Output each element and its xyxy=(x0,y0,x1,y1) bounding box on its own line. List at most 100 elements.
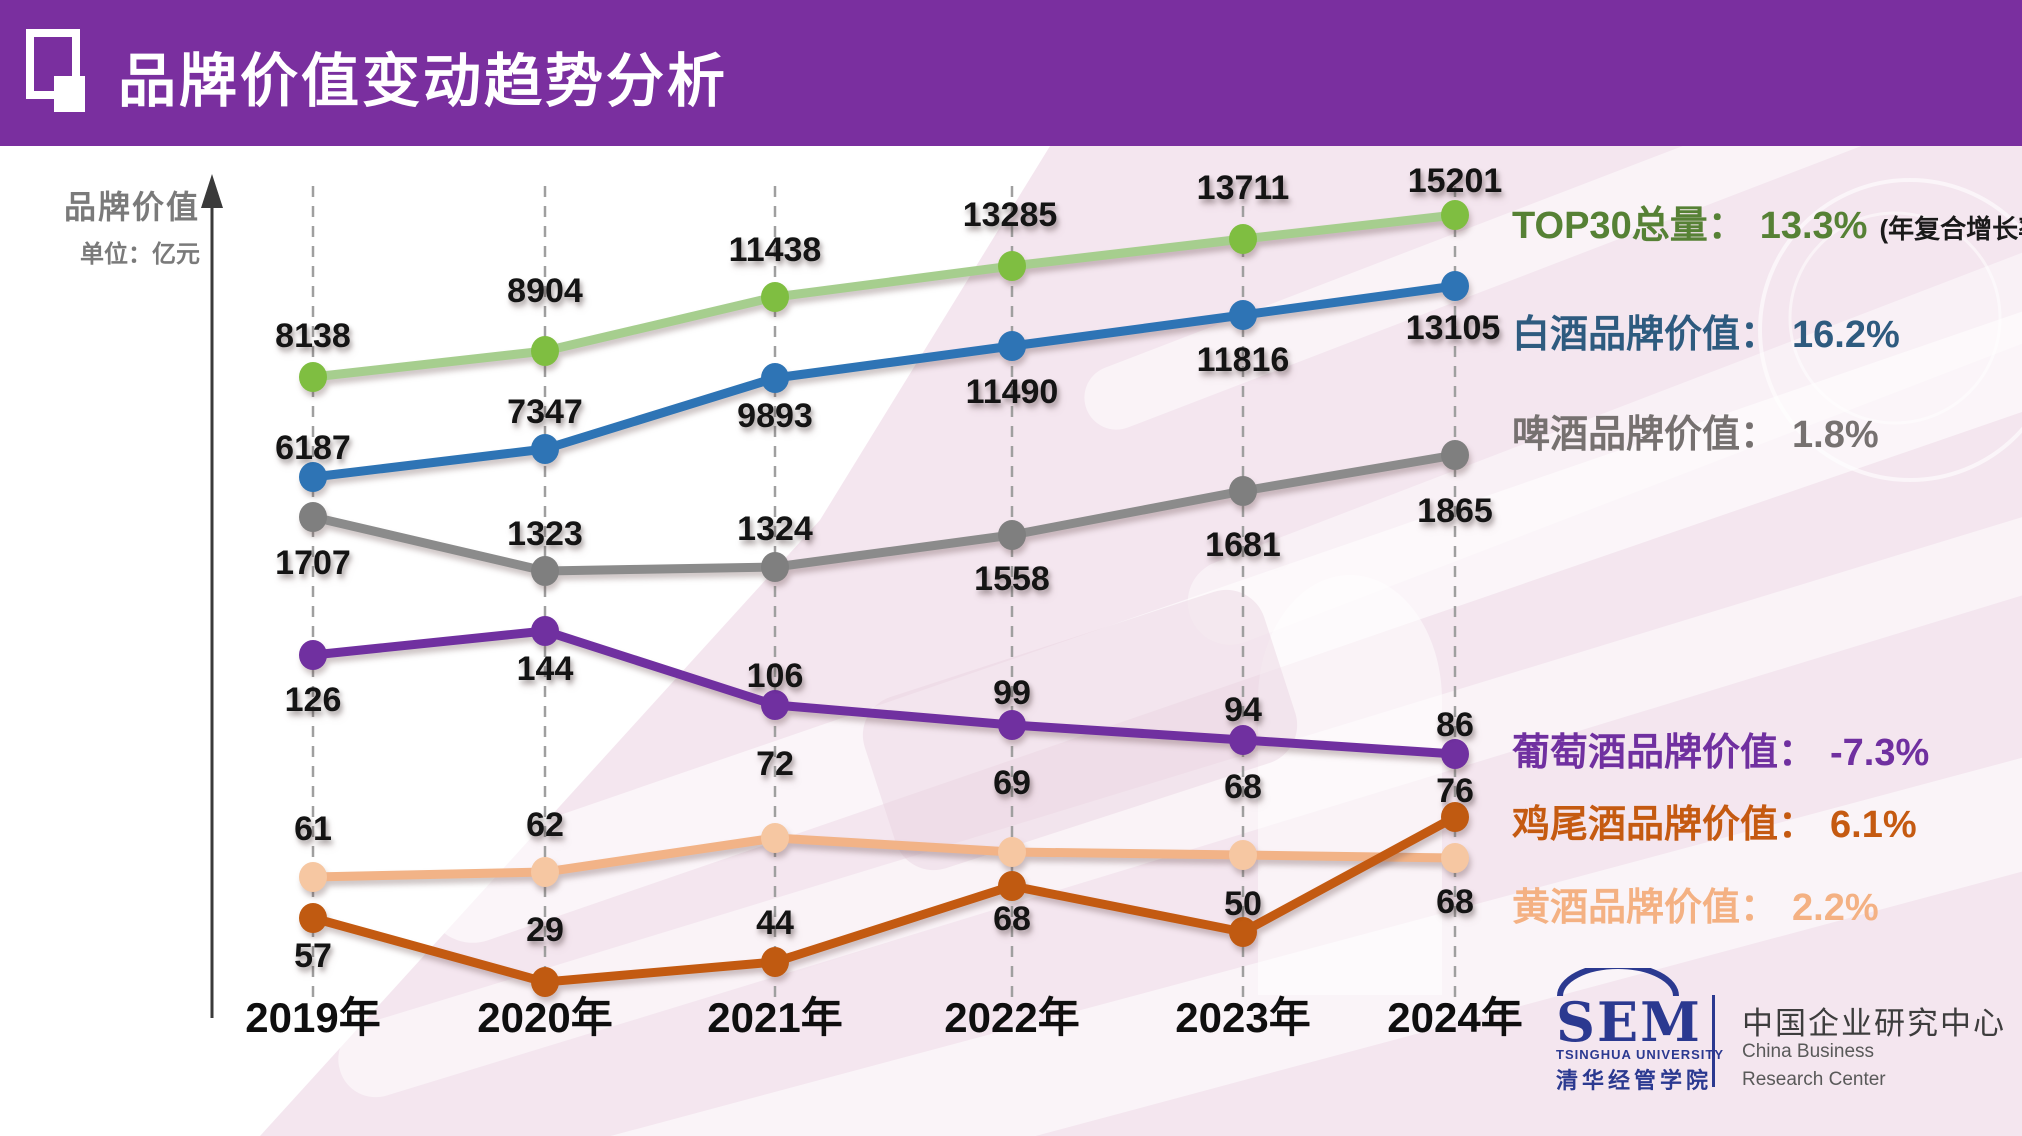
page-title: 品牌价值变动趋势分析 xyxy=(118,49,729,114)
legend-top30-value: 13.3% xyxy=(1759,205,1868,247)
legend-pijiu: 啤酒品牌价值： 1.8% xyxy=(1512,403,1879,458)
value-label-top30-2021年: 11438 xyxy=(729,231,822,269)
value-label-putaojiu-2024年: 86 xyxy=(1436,706,1474,744)
value-label-huangjiu-2023年: 68 xyxy=(1224,768,1262,806)
watermark-white-streaks xyxy=(280,0,2022,1136)
line-pijiu xyxy=(308,450,1460,576)
legend-jiweijiu-value: 6.1% xyxy=(1830,804,1917,846)
y-axis-unit: 单位：亿元 xyxy=(80,241,200,268)
value-label-pijiu-2022年: 1558 xyxy=(974,560,1050,598)
marker-huangjiu-2024年 xyxy=(1441,843,1469,873)
legend-jiweijiu: 鸡尾酒品牌价值： 6.1% xyxy=(1512,793,1917,848)
marker-huangjiu-2019年 xyxy=(299,862,327,892)
legend-top30-note: (年复合增长率) xyxy=(1879,214,2022,244)
research-center-en-line1: China Business xyxy=(1742,1041,1875,1062)
line-huangjiu xyxy=(308,833,1460,882)
value-label-top30-2020年: 8904 xyxy=(507,272,583,310)
value-label-huangjiu-2019年: 61 xyxy=(294,810,332,848)
value-label-baijiu-2020年: 7347 xyxy=(507,393,583,431)
marker-pijiu-2023年 xyxy=(1229,476,1257,506)
marker-huangjiu-2021年 xyxy=(761,823,789,853)
sem-university-label: TSINGHUA UNIVERSITY xyxy=(1556,1047,1725,1062)
research-center-cn-label: 中国企业研究中心 xyxy=(1742,1006,2006,1041)
sem-logo: SEM xyxy=(1556,990,1702,1054)
marker-huangjiu-2020年 xyxy=(531,857,559,887)
marker-putaojiu-2021年 xyxy=(761,690,789,720)
legend-huangjiu-value: 2.2% xyxy=(1792,887,1879,929)
value-label-huangjiu-2022年: 69 xyxy=(993,764,1031,802)
marker-baijiu-2023年 xyxy=(1229,300,1257,330)
sem-school-cn-label: 清华经管学院 xyxy=(1556,1068,1713,1093)
value-label-pijiu-2019年: 1707 xyxy=(275,544,351,582)
logo-divider xyxy=(1712,995,1715,1087)
marker-jiweijiu-2019年 xyxy=(299,903,327,933)
marker-top30-2021年 xyxy=(761,282,789,312)
series-jiweijiu: 57 29 44 68 50 76 xyxy=(294,772,1474,997)
marker-baijiu-2019年 xyxy=(299,462,327,492)
series-baijiu: 6187 7347 9893 11490 11816 13105 xyxy=(275,271,1500,492)
y-axis-title: 品牌价值 xyxy=(63,189,200,225)
value-label-pijiu-2020年: 1323 xyxy=(507,515,583,553)
marker-putaojiu-2019年 xyxy=(299,640,327,670)
marker-pijiu-2022年 xyxy=(998,520,1026,550)
research-center-en-label: China Business Research Center xyxy=(1742,1038,1886,1093)
marker-pijiu-2020年 xyxy=(531,556,559,586)
marker-baijiu-2024年 xyxy=(1441,271,1469,301)
value-label-jiweijiu-2023年: 50 xyxy=(1224,885,1262,923)
x-axis-label-2024年: 2024年 xyxy=(1387,994,1522,1041)
sem-logo-arc xyxy=(1557,968,1679,997)
value-label-pijiu-2023年: 1681 xyxy=(1205,526,1281,564)
marker-putaojiu-2022年 xyxy=(998,710,1026,740)
marker-putaojiu-2024年 xyxy=(1441,739,1469,769)
series-putaojiu: 126 144 106 99 94 86 xyxy=(285,616,1474,769)
marker-top30-2024年 xyxy=(1441,200,1469,230)
value-label-jiweijiu-2021年: 44 xyxy=(756,904,794,942)
legend-huangjiu-label: 黄酒品牌价值： xyxy=(1512,887,1779,929)
line-baijiu xyxy=(308,281,1460,482)
value-label-baijiu-2022年: 11490 xyxy=(966,373,1059,411)
marker-jiweijiu-2020年 xyxy=(531,967,559,997)
value-label-putaojiu-2020年: 144 xyxy=(517,650,574,688)
marker-top30-2019年 xyxy=(299,362,327,392)
overlapping-squares-icon xyxy=(26,29,85,112)
marker-huangjiu-2022年 xyxy=(998,837,1026,867)
value-label-pijiu-2021年: 1324 xyxy=(737,510,813,548)
y-axis-caption: 品牌价值 单位：亿元 xyxy=(40,182,200,269)
value-label-putaojiu-2022年: 99 xyxy=(993,674,1031,712)
value-label-pijiu-2024年: 1865 xyxy=(1417,492,1493,530)
value-label-jiweijiu-2019年: 57 xyxy=(294,937,332,975)
legend-baijiu-value: 16.2% xyxy=(1792,314,1900,356)
watermark-circle-outer xyxy=(1758,178,2022,482)
x-axis-label-2023年: 2023年 xyxy=(1175,994,1310,1041)
marker-top30-2020年 xyxy=(531,336,559,366)
marker-jiweijiu-2023年 xyxy=(1229,917,1257,947)
value-label-top30-2024年: 15201 xyxy=(1408,162,1503,200)
value-label-top30-2022年: 13285 xyxy=(963,196,1058,234)
x-axis-label-2020年: 2020年 xyxy=(477,994,612,1041)
value-label-top30-2023年: 13711 xyxy=(1197,169,1290,207)
legend-pijiu-label: 啤酒品牌价值： xyxy=(1512,414,1779,456)
marker-pijiu-2024年 xyxy=(1441,440,1469,470)
series-huangjiu: 61 62 72 69 68 68 xyxy=(294,745,1474,921)
marker-baijiu-2022年 xyxy=(998,331,1026,361)
watermark-circle-inner xyxy=(1788,211,2002,425)
marker-pijiu-2019年 xyxy=(299,502,327,532)
x-axis-label-2022年: 2022年 xyxy=(944,994,1079,1041)
marker-huangjiu-2023年 xyxy=(1229,840,1257,870)
value-label-huangjiu-2024年: 68 xyxy=(1436,883,1474,921)
line-putaojiu xyxy=(308,626,1460,759)
marker-pijiu-2021年 xyxy=(761,552,789,582)
value-label-putaojiu-2023年: 94 xyxy=(1224,691,1262,729)
value-label-huangjiu-2021年: 72 xyxy=(756,745,794,783)
y-axis-arrow-icon xyxy=(201,174,223,208)
marker-top30-2022年 xyxy=(998,251,1026,281)
value-label-jiweijiu-2022年: 68 xyxy=(993,900,1031,938)
line-jiweijiu xyxy=(308,812,1460,987)
legend-putaojiu-label: 葡萄酒品牌价值： xyxy=(1512,732,1817,774)
legend-putaojiu-value: -7.3% xyxy=(1830,732,1930,774)
marker-jiweijiu-2021年 xyxy=(761,947,789,977)
watermark-arch xyxy=(1258,575,1442,995)
value-label-putaojiu-2019年: 126 xyxy=(285,681,342,719)
